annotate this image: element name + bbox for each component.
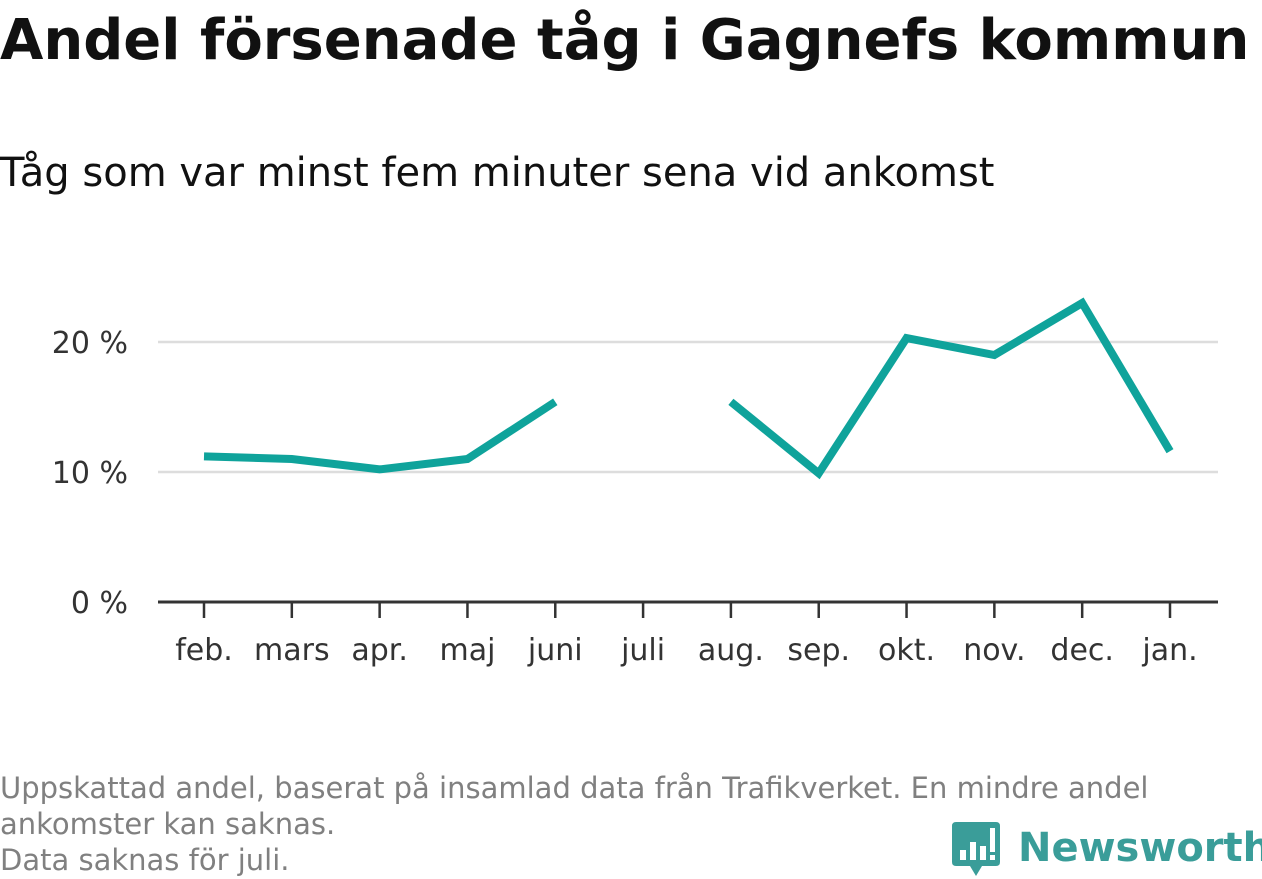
x-tick-label: okt. xyxy=(878,633,935,668)
newsworthy-logo: Newsworthy xyxy=(950,818,1262,878)
x-tick-label: sep. xyxy=(787,633,850,668)
x-tick-label: dec. xyxy=(1050,633,1114,668)
y-tick-label: 20 % xyxy=(52,326,128,361)
chart-subtitle: Tåg som var minst fem minuter sena vid a… xyxy=(0,150,995,196)
x-tick-label: juli xyxy=(620,633,665,668)
series-line-segment xyxy=(728,297,1174,480)
footnote-line-2: ankomster kan saknas. xyxy=(0,807,336,841)
x-tick-label: jan. xyxy=(1141,633,1197,668)
chart-title: Andel försenade tåg i Gagnefs kommun xyxy=(0,8,1250,73)
footnote-line-1: Uppskattad andel, baserat på insamlad da… xyxy=(0,771,1149,805)
brand-name: Newsworthy xyxy=(1018,825,1262,871)
footnote: Uppskattad andel, baserat på insamlad da… xyxy=(0,770,1262,878)
x-tick-label: juni xyxy=(527,633,583,668)
y-tick-label: 10 % xyxy=(52,456,128,491)
series-line-segment xyxy=(203,398,558,474)
x-tick-label: aug. xyxy=(698,633,764,668)
x-tick-label: feb. xyxy=(175,633,233,668)
footnote-line-3: Data saknas för juli. xyxy=(0,843,290,877)
x-tick-label: nov. xyxy=(963,633,1025,668)
x-tick-label: mars xyxy=(254,633,330,668)
x-tick-label: apr. xyxy=(351,633,408,668)
x-tick-label: maj xyxy=(439,633,495,668)
line-chart: 0 % 10 % 20 % feb. mars apr. maj juni juli aug. se… xyxy=(52,297,1218,668)
bar-chart-speech-bubble-icon xyxy=(952,822,1000,876)
y-tick-label: 0 % xyxy=(71,586,128,621)
